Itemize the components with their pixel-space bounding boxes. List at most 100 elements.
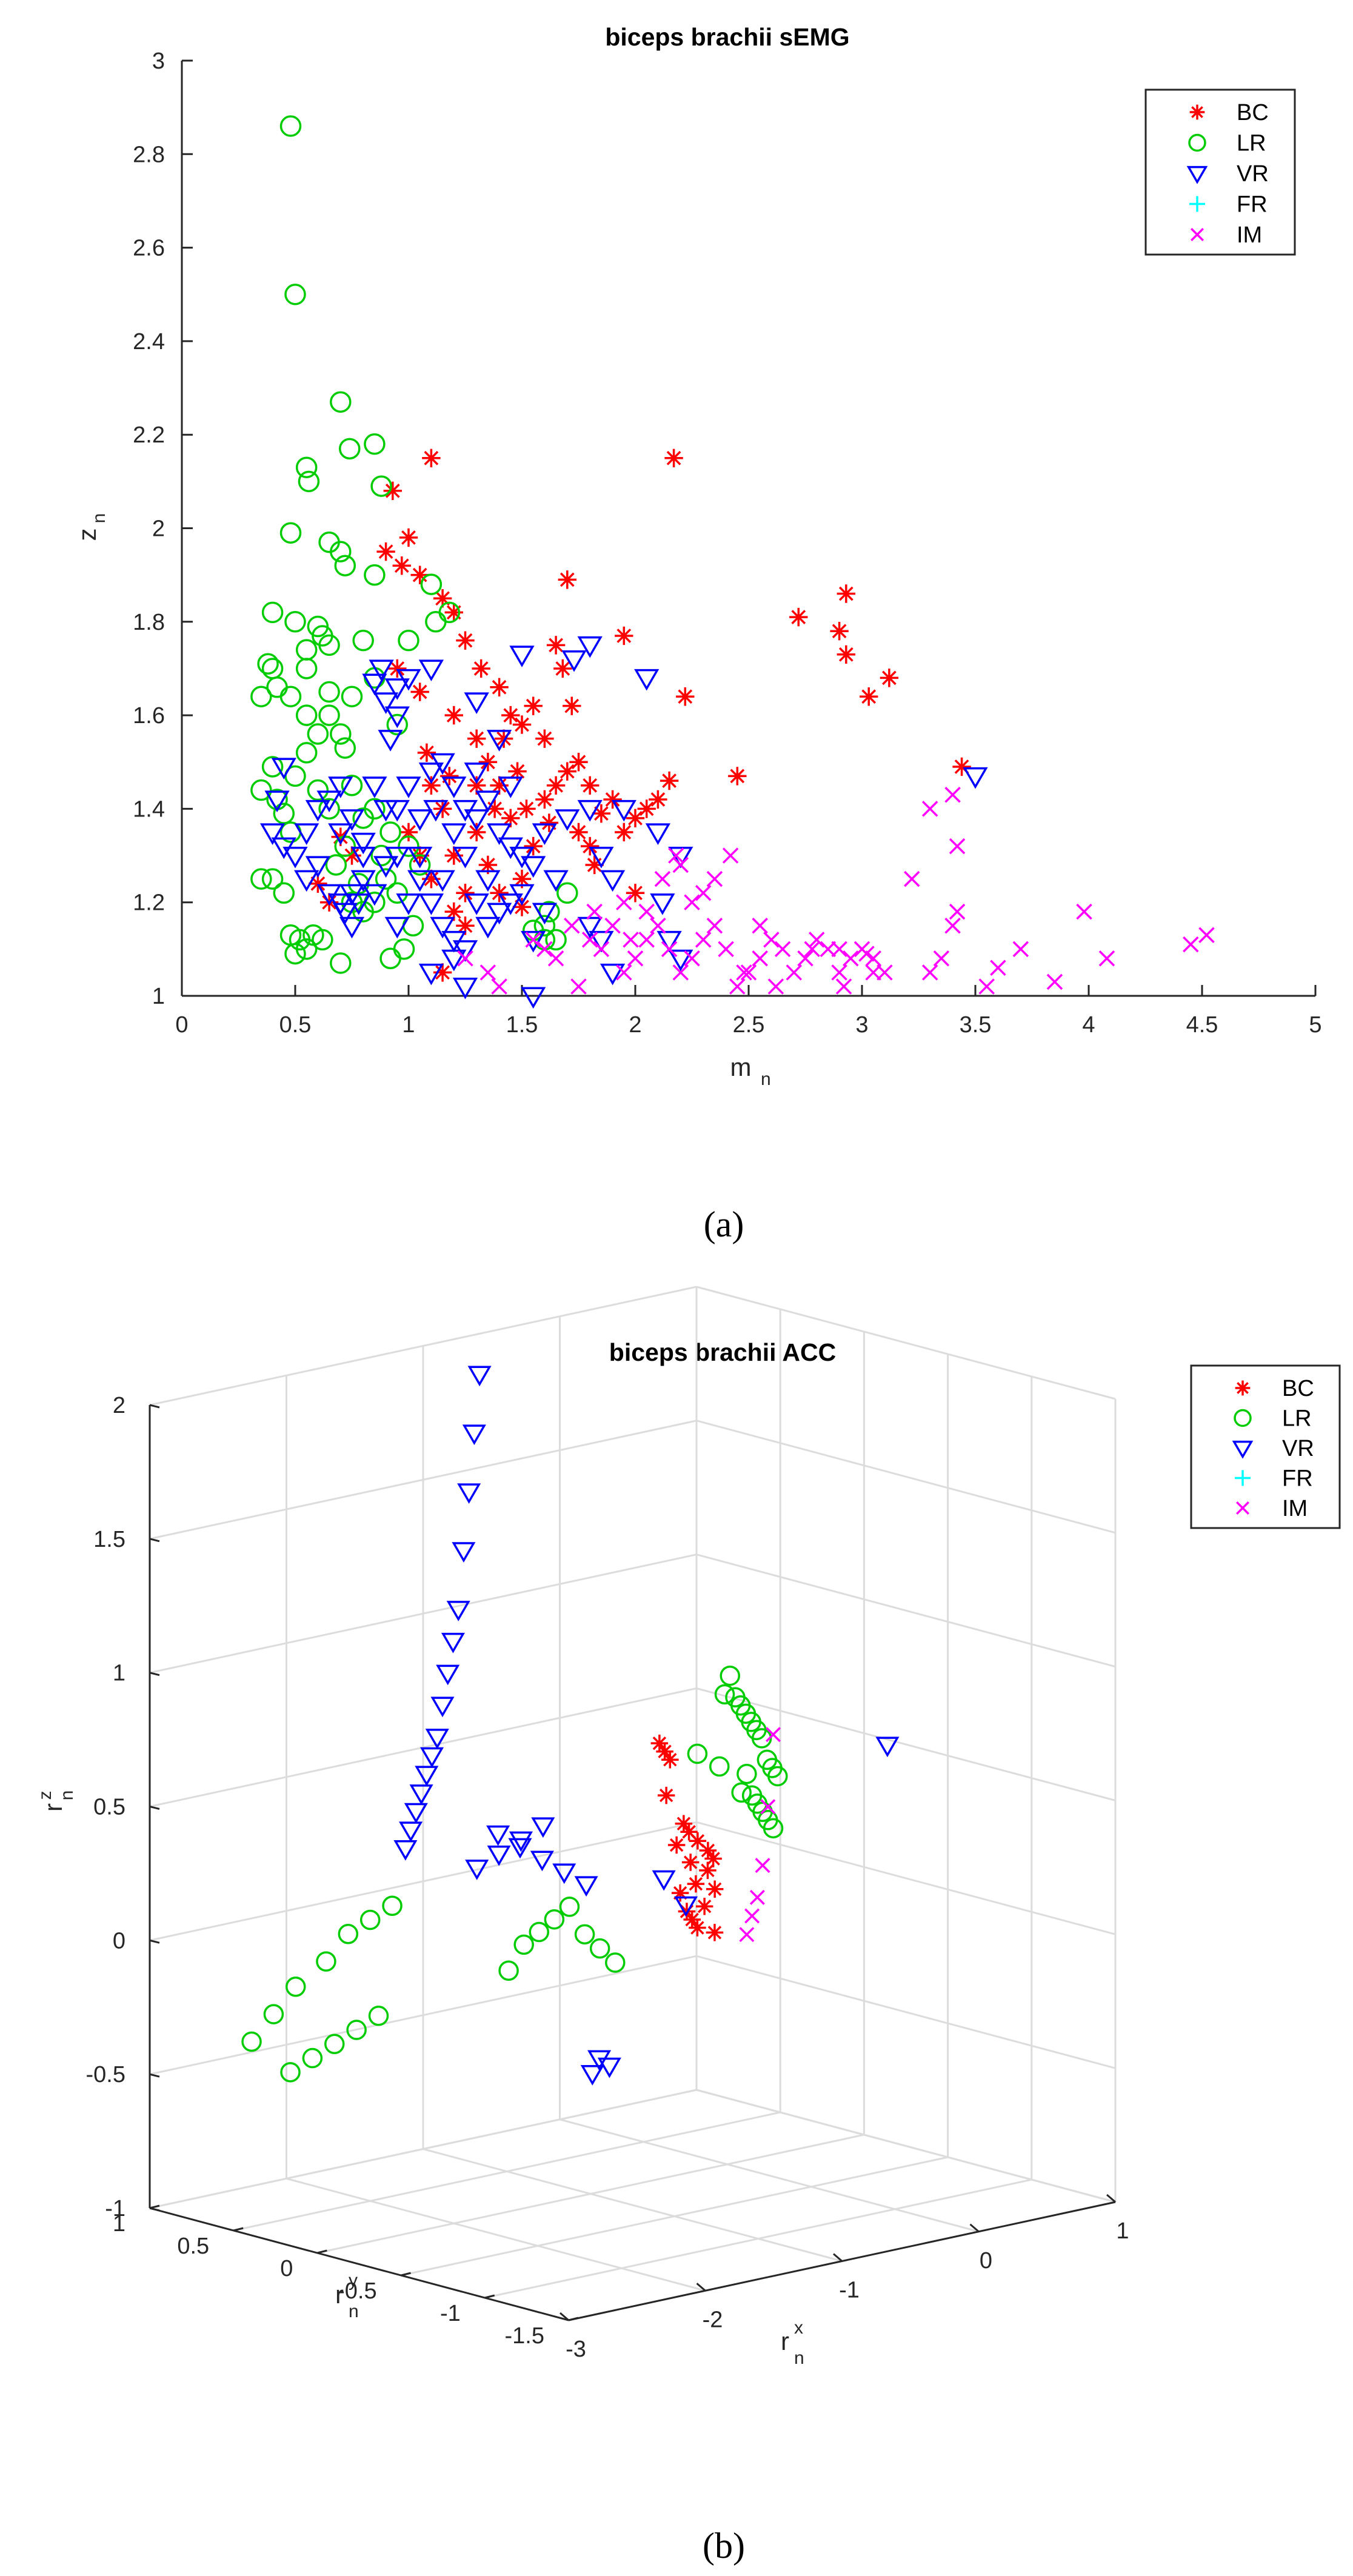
legend-label-bc: BC bbox=[1237, 100, 1269, 125]
chart-a-point-vr bbox=[486, 823, 512, 846]
chart-a-y-tick-label: 2.8 bbox=[133, 142, 165, 167]
chart-a-point-vr bbox=[498, 893, 523, 915]
legend-marker-im bbox=[1191, 228, 1204, 241]
chart-b-point-bc bbox=[657, 1786, 675, 1804]
chart-a-point-vr bbox=[305, 799, 331, 822]
chart-a-point-vr bbox=[328, 823, 353, 846]
chart-a-point-im bbox=[752, 950, 768, 967]
chart-a-point-bc bbox=[660, 771, 679, 790]
chart-a-point-vr bbox=[373, 856, 399, 878]
chart-b-grid-line bbox=[149, 1955, 697, 2075]
chart-a-x-tick-label: 5 bbox=[1309, 1012, 1321, 1038]
chart-a-x-tick-label: 2 bbox=[629, 1012, 641, 1038]
chart-b-point-bc bbox=[699, 1861, 717, 1880]
chart-a-point-im bbox=[865, 964, 881, 981]
chart-a-point-lr bbox=[330, 723, 352, 745]
chart-b-point-vr bbox=[486, 1825, 510, 1846]
chart-a-x-tick-label: 1 bbox=[402, 1012, 415, 1038]
chart-a-point-bc bbox=[472, 659, 490, 678]
chart-a-point-bc bbox=[433, 589, 452, 608]
chart-b-point-bc bbox=[675, 1815, 693, 1832]
chart-a-point-lr bbox=[364, 433, 386, 455]
chart-b-point-lr bbox=[687, 1743, 708, 1764]
chart-a-point-bc bbox=[388, 659, 407, 678]
chart-a-point-lr bbox=[284, 611, 306, 633]
chart-b-grid-line bbox=[401, 2156, 948, 2277]
chart-b-y-tick-label: 1 bbox=[113, 2211, 125, 2237]
legend-label-lr: LR bbox=[1282, 1406, 1312, 1432]
chart-b-point-lr bbox=[731, 1782, 752, 1803]
chart-b-y-label-superscript: y bbox=[349, 2271, 358, 2291]
chart-a-point-im bbox=[1098, 950, 1115, 967]
chart-b-y-tick bbox=[401, 2272, 411, 2277]
chart-a-point-vr bbox=[464, 692, 489, 715]
chart-b-grid-line bbox=[560, 2118, 979, 2233]
chart-a-point-vr bbox=[271, 758, 296, 780]
chart-b-point-bc bbox=[699, 1841, 717, 1860]
chart-a-point-im bbox=[1076, 903, 1092, 920]
chart-a-point-vr bbox=[396, 893, 421, 915]
chart-a-point-im bbox=[564, 918, 580, 934]
chart-a-point-vr bbox=[339, 884, 365, 906]
chart-b-x-tick-label: -3 bbox=[566, 2337, 586, 2362]
chart-b-grid-line bbox=[149, 1420, 697, 1540]
chart-a-y-tick-label: 2.6 bbox=[133, 236, 165, 261]
chart-a-point-lr bbox=[295, 658, 318, 679]
chart-a-point-lr bbox=[334, 737, 356, 759]
chart-b-point-bc bbox=[689, 1919, 706, 1937]
chart-a-point-im bbox=[729, 978, 746, 995]
chart-a-point-vr bbox=[259, 823, 286, 846]
chart-b-point-bc bbox=[695, 1897, 713, 1915]
chart-a-point-bc bbox=[422, 449, 441, 467]
chart-a-point-im bbox=[752, 918, 768, 934]
chart-a-point-vr bbox=[362, 776, 387, 798]
chart-a-point-lr bbox=[295, 742, 318, 764]
chart-a-point-bc bbox=[467, 823, 486, 842]
chart-a-point-im bbox=[786, 964, 803, 981]
chart-b-point-vr bbox=[673, 1896, 698, 1917]
chart-b-point-lr bbox=[720, 1665, 740, 1686]
chart-a-point-im bbox=[638, 932, 655, 948]
chart-b-x-label-subscript: n bbox=[794, 2348, 804, 2368]
chart-a-point-bc bbox=[880, 669, 899, 687]
chart-a-point-im bbox=[831, 941, 847, 958]
chart-a-point-im bbox=[627, 950, 644, 967]
chart-b-y-axis bbox=[149, 2207, 569, 2321]
chart-a-point-lr bbox=[284, 943, 306, 965]
chart-a-point-bc bbox=[467, 776, 486, 795]
chart-a-point-bc bbox=[569, 753, 588, 772]
chart-a-x-tick-label: 2.5 bbox=[733, 1012, 765, 1038]
chart-a-point-lr bbox=[425, 611, 447, 633]
chart-b-y-label-subscript: n bbox=[349, 2301, 359, 2321]
chart-b-point-vr bbox=[409, 1784, 433, 1805]
chart-b-point-vr bbox=[509, 1831, 533, 1852]
chart-a-point-im bbox=[668, 847, 684, 864]
chart-a-point-vr bbox=[509, 646, 535, 667]
chart-a-x-tick-label: 4.5 bbox=[1186, 1012, 1218, 1038]
chart-a-point-bc bbox=[444, 603, 463, 622]
chart-b-point-lr bbox=[346, 2020, 367, 2040]
chart-b-point-bc bbox=[656, 1743, 673, 1760]
chart-a-y-tick-label: 1.4 bbox=[133, 796, 165, 822]
chart-a-x-tick-label: 1.5 bbox=[506, 1012, 538, 1038]
chart-a-point-vr bbox=[384, 916, 410, 939]
chart-a-point-lr bbox=[295, 639, 318, 661]
chart-a-point-lr bbox=[279, 686, 302, 707]
chart-a-point-vr bbox=[418, 963, 444, 986]
chart-b-point-vr bbox=[457, 1483, 481, 1504]
chart-a-point-bc bbox=[637, 799, 656, 818]
chart-b-point-vr bbox=[441, 1632, 465, 1653]
chart-a-point-vr bbox=[418, 762, 444, 784]
chart-a-point-lr bbox=[325, 854, 347, 876]
chart-a-point-bc bbox=[383, 481, 403, 500]
chart-a-point-bc bbox=[422, 869, 441, 889]
chart-a-point-bc bbox=[501, 706, 520, 725]
chart-b-legend-box bbox=[1190, 1364, 1341, 1529]
legend-marker-im bbox=[1236, 1501, 1249, 1515]
legend-marker-bc bbox=[1235, 1380, 1251, 1396]
chart-b-point-vr bbox=[587, 2050, 612, 2071]
chart-a-point-lr bbox=[375, 868, 397, 890]
chart-b-z-tick-label: 0 bbox=[113, 1928, 125, 1954]
chart-a-point-lr bbox=[398, 629, 419, 652]
